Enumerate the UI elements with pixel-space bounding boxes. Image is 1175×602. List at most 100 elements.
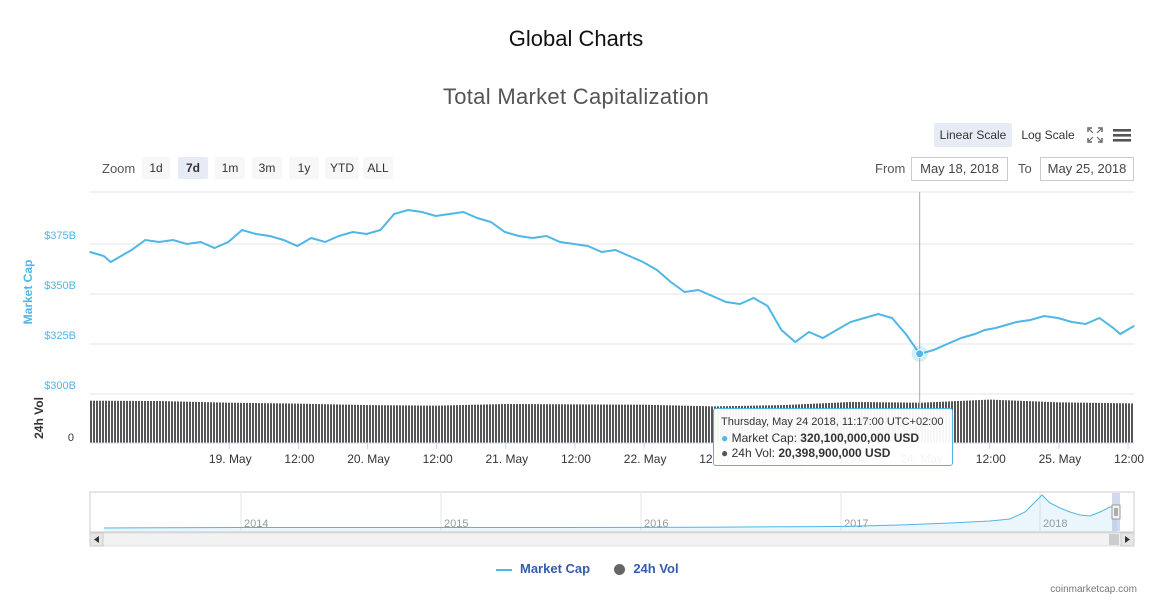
volume-bar: [594, 404, 596, 443]
legend-market-cap[interactable]: Market Cap: [520, 561, 591, 576]
market-cap-point: [282, 239, 285, 241]
volume-bar: [660, 405, 662, 443]
market-cap-point: [1112, 327, 1115, 329]
volume-bar: [270, 403, 272, 443]
volume-bar: [966, 400, 968, 443]
volume-bar: [435, 405, 437, 443]
tooltip-vol-value: 20,398,900,000 USD: [778, 446, 891, 460]
volume-bar: [993, 399, 995, 443]
credits[interactable]: coinmarketcap.com: [1050, 584, 1137, 595]
volume-bar: [534, 404, 536, 443]
volume-bar: [480, 404, 482, 443]
volume-bar: [99, 400, 101, 443]
market-cap-line: [89, 208, 1135, 356]
volume-bar: [267, 403, 269, 443]
legend-24h-vol[interactable]: 24h Vol: [633, 561, 679, 576]
volume-bar: [426, 405, 428, 443]
volume-bar: [549, 404, 551, 443]
volume-bar: [573, 404, 575, 443]
volume-bar: [564, 404, 566, 443]
volume-bar: [963, 400, 965, 443]
volume-bar: [339, 404, 341, 443]
volume-bar: [687, 405, 689, 443]
volume-bar: [384, 405, 386, 443]
volume-bar: [390, 405, 392, 443]
zoom-ytd-button[interactable]: YTD: [325, 157, 359, 179]
volume-bar: [1080, 402, 1082, 443]
volume-bar: [1017, 400, 1019, 443]
volume-bar: [519, 404, 521, 443]
market-cap-point: [490, 221, 492, 223]
volume-bar: [300, 403, 302, 443]
market-cap-point: [780, 329, 783, 331]
market-cap-point: [656, 269, 658, 271]
volume-bar: [330, 404, 332, 443]
x-tick-label: 19. May: [209, 452, 252, 466]
volume-bar: [633, 404, 635, 443]
volume-bar: [969, 400, 971, 443]
volume-bar: [405, 405, 407, 443]
zoom-1m-button[interactable]: 1m: [215, 157, 245, 179]
volume-bar: [96, 400, 98, 443]
market-cap-point: [476, 217, 478, 219]
volume-bar: [93, 400, 95, 443]
market-cap-point: [752, 297, 755, 299]
y-tick-label: $375B: [44, 230, 76, 242]
market-cap-point: [891, 317, 893, 319]
to-date-input[interactable]: May 25, 2018: [1040, 157, 1134, 181]
navigator[interactable]: 2014 2015 2016 2017 2018: [89, 491, 1135, 547]
volume-bar: [141, 400, 143, 443]
volume-bar: [507, 404, 509, 443]
volume-bar: [669, 405, 671, 443]
volume-bar: [450, 405, 452, 443]
market-cap-point: [669, 281, 672, 283]
volume-bar: [1029, 401, 1031, 443]
volume-bar: [444, 405, 446, 443]
volume-tick-label: 0: [68, 432, 74, 444]
market-cap-point: [1070, 321, 1073, 323]
menu-icon[interactable]: [1112, 127, 1132, 143]
volume-bar: [195, 401, 197, 443]
zoom-3m-button[interactable]: 3m: [252, 157, 282, 179]
volume-bar: [192, 401, 194, 443]
volume-bar: [372, 405, 374, 443]
volume-bar: [510, 404, 512, 443]
volume-bar: [393, 405, 395, 443]
zoom-7d-button[interactable]: 7d: [178, 157, 208, 179]
volume-bar: [708, 406, 710, 443]
volume-bar: [1083, 402, 1085, 443]
volume-bar: [288, 403, 290, 443]
zoom-all-button[interactable]: ALL: [363, 157, 393, 179]
volume-bar: [522, 404, 524, 443]
volume-bar: [543, 404, 545, 443]
volume-bar: [144, 400, 146, 443]
from-date-input[interactable]: May 18, 2018: [911, 157, 1008, 181]
volume-bar: [429, 405, 431, 443]
zoom-1d-button[interactable]: 1d: [142, 157, 170, 179]
market-cap-point: [835, 329, 838, 331]
volume-bar: [228, 402, 230, 443]
log-scale-button[interactable]: Log Scale: [1021, 128, 1075, 142]
volume-bar: [273, 403, 275, 443]
x-axis: 19. May 12:00 20. May 12:00 21. May 12:00 22. …: [90, 442, 1144, 466]
volume-bar: [171, 401, 173, 443]
volume-bar: [654, 404, 656, 443]
zoom-1y-button[interactable]: 1y: [289, 157, 319, 179]
volume-bar: [690, 405, 692, 443]
market-cap-point: [905, 333, 907, 335]
market-cap-point: [199, 241, 202, 243]
fullscreen-icon[interactable]: [1087, 127, 1103, 143]
volume-bar: [468, 404, 470, 443]
volume-bar: [1050, 402, 1052, 443]
volume-bar: [210, 402, 212, 443]
volume-bar: [135, 400, 137, 443]
market-cap-point: [697, 289, 700, 291]
volume-bar: [447, 405, 449, 443]
market-cap-point: [1043, 315, 1045, 317]
linear-scale-button[interactable]: Linear Scale: [934, 123, 1012, 147]
volume-bar: [102, 400, 104, 443]
x-tick-label: 25. May: [1039, 452, 1082, 466]
market-cap-point: [974, 333, 976, 335]
volume-bar: [513, 404, 515, 443]
